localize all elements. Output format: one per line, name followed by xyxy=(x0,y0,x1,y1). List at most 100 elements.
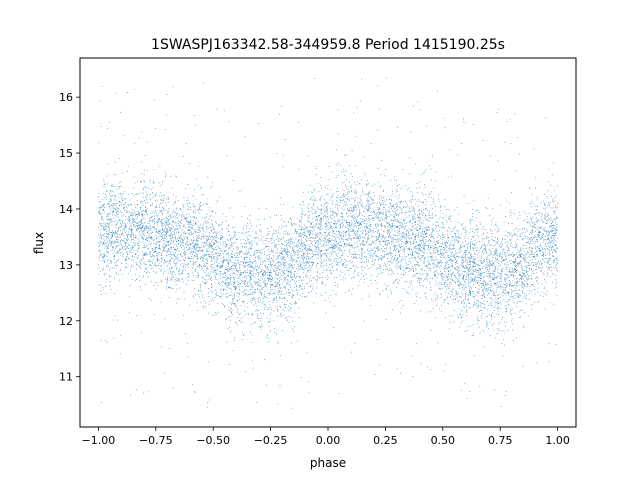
data-point xyxy=(312,263,314,265)
data-point xyxy=(306,261,308,262)
data-point xyxy=(445,220,447,221)
data-point xyxy=(500,272,502,274)
data-point xyxy=(461,264,462,266)
data-point xyxy=(376,238,378,240)
data-point xyxy=(423,184,425,186)
data-point xyxy=(183,215,185,217)
data-point xyxy=(267,234,269,235)
data-point xyxy=(400,274,402,275)
data-point xyxy=(278,241,279,242)
data-point xyxy=(276,247,278,249)
data-point xyxy=(433,271,435,273)
data-point xyxy=(401,223,403,225)
data-point xyxy=(263,236,265,238)
data-point xyxy=(308,239,310,241)
data-point xyxy=(285,262,287,263)
data-point xyxy=(470,287,472,288)
data-point xyxy=(523,255,525,257)
data-point xyxy=(110,218,111,220)
data-point xyxy=(520,275,522,277)
data-point xyxy=(539,237,541,238)
data-point xyxy=(300,284,301,286)
data-point xyxy=(417,223,419,225)
data-point xyxy=(236,254,238,256)
data-point xyxy=(523,259,525,260)
data-point xyxy=(276,243,277,245)
data-point xyxy=(108,243,109,245)
data-point xyxy=(243,266,245,268)
data-point xyxy=(112,186,114,188)
data-point xyxy=(332,214,334,216)
data-point xyxy=(556,260,558,261)
data-point xyxy=(111,235,113,237)
data-point xyxy=(110,289,112,290)
data-point xyxy=(389,249,391,251)
data-point xyxy=(319,252,321,254)
data-point xyxy=(464,232,466,233)
data-point xyxy=(295,277,297,279)
data-point xyxy=(347,199,349,200)
data-point xyxy=(295,231,297,233)
data-point xyxy=(521,301,523,303)
data-point xyxy=(209,244,210,245)
data-point xyxy=(222,294,224,296)
data-point xyxy=(518,316,520,318)
data-point xyxy=(207,236,208,237)
data-point xyxy=(279,255,280,256)
data-point xyxy=(145,237,147,238)
data-point xyxy=(520,309,522,311)
data-point xyxy=(321,250,323,252)
data-point xyxy=(288,316,290,318)
data-point xyxy=(309,268,311,270)
data-point xyxy=(204,217,206,219)
data-point xyxy=(226,260,228,261)
data-point xyxy=(455,268,457,270)
data-point xyxy=(533,243,535,245)
data-point xyxy=(219,296,221,297)
data-point xyxy=(136,222,138,224)
data-point xyxy=(102,235,104,237)
data-point xyxy=(149,179,151,181)
data-point xyxy=(135,236,136,238)
data-point xyxy=(296,268,298,269)
data-point xyxy=(281,248,283,250)
data-point xyxy=(180,209,181,211)
data-point xyxy=(504,289,506,291)
data-point xyxy=(319,273,321,275)
data-point xyxy=(414,209,415,211)
data-point xyxy=(154,231,156,233)
data-point xyxy=(285,304,287,306)
data-point xyxy=(275,268,277,269)
data-point xyxy=(232,269,234,271)
data-point xyxy=(235,269,237,271)
data-point xyxy=(269,260,271,262)
data-point xyxy=(164,223,166,225)
data-point xyxy=(225,266,226,268)
data-point xyxy=(548,246,550,248)
data-point xyxy=(504,312,506,314)
data-point xyxy=(225,250,227,251)
data-point xyxy=(548,231,549,232)
data-point xyxy=(427,267,429,269)
data-point xyxy=(400,261,402,263)
data-point xyxy=(335,241,337,243)
data-point xyxy=(491,239,493,241)
data-point xyxy=(333,270,334,271)
data-point xyxy=(386,244,388,246)
data-point xyxy=(292,225,294,227)
data-point xyxy=(280,288,282,290)
data-point xyxy=(454,302,456,303)
data-point xyxy=(325,244,327,246)
data-point xyxy=(484,297,485,298)
data-point xyxy=(297,247,298,248)
data-point xyxy=(445,291,447,293)
data-point xyxy=(149,254,151,256)
data-point xyxy=(159,270,161,272)
data-point xyxy=(396,259,398,261)
data-point xyxy=(390,231,391,233)
data-point xyxy=(295,303,297,304)
data-point xyxy=(180,247,182,248)
data-point xyxy=(414,257,416,259)
data-point xyxy=(385,218,387,220)
data-point xyxy=(540,270,542,272)
